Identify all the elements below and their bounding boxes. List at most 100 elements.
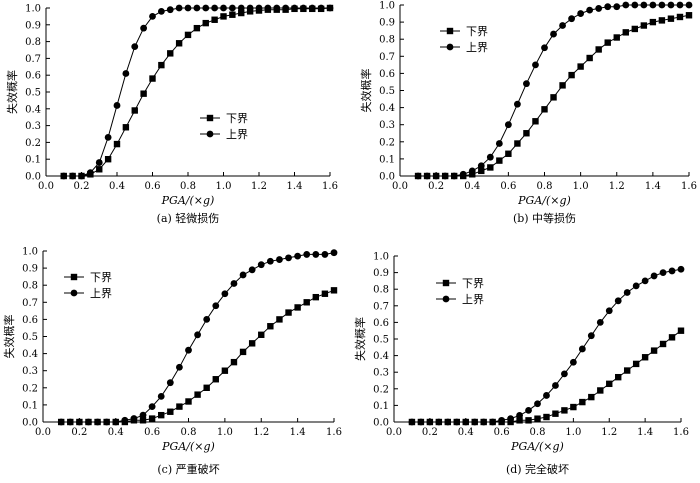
data-point-lower bbox=[148, 415, 156, 422]
y-tick-label: 0.4 bbox=[22, 349, 38, 360]
legend-marker bbox=[442, 279, 450, 287]
data-point-upper bbox=[157, 392, 165, 400]
data-point-upper bbox=[113, 102, 121, 109]
data-point-lower bbox=[194, 391, 201, 398]
y-tick-label: 0.2 bbox=[379, 137, 395, 148]
legend-label: 下界 bbox=[226, 112, 248, 125]
y-tick-label: 0.3 bbox=[373, 368, 389, 379]
chart-panel-4: 0.0 0.2 0.4 0.6 0.8 1.0 1.2 1.4 1.6 0.0 0.1 0.2 0.3 0… bbox=[353, 252, 689, 477]
x-tick-label: 0.2 bbox=[74, 181, 90, 192]
data-point-upper bbox=[220, 4, 227, 12]
data-point-lower bbox=[604, 39, 611, 46]
data-point-lower bbox=[641, 354, 649, 361]
data-point-upper bbox=[432, 172, 440, 180]
data-point-upper bbox=[66, 418, 74, 426]
x-tick-label: 0.4 bbox=[108, 427, 124, 438]
data-point-upper bbox=[75, 418, 83, 426]
x-tick-label: 0.0 bbox=[35, 427, 51, 438]
data-point-lower bbox=[577, 63, 584, 70]
legend-marker bbox=[446, 27, 454, 35]
y-tick-label: 0.9 bbox=[373, 268, 389, 279]
data-point-upper bbox=[94, 418, 101, 426]
x-tick-label: 0.6 bbox=[500, 181, 516, 192]
data-point-upper bbox=[312, 251, 320, 258]
data-point-upper bbox=[441, 172, 449, 180]
data-point-upper bbox=[239, 271, 247, 279]
data-point-upper bbox=[668, 267, 676, 275]
panel-caption: (c) 严重破坏 bbox=[157, 462, 219, 476]
data-point-lower bbox=[202, 19, 209, 27]
data-point-upper bbox=[246, 4, 254, 12]
data-point-upper bbox=[514, 100, 521, 108]
data-point-upper bbox=[632, 282, 640, 290]
data-point-upper bbox=[257, 261, 265, 269]
y-tick-label: 0.6 bbox=[379, 69, 395, 80]
data-point-upper bbox=[477, 162, 485, 170]
data-point-lower bbox=[615, 373, 622, 381]
legend-label: 上界 bbox=[462, 293, 484, 306]
y-tick-label: 0.9 bbox=[25, 20, 41, 31]
data-point-upper bbox=[185, 346, 192, 354]
data-point-lower bbox=[595, 46, 602, 53]
y-tick-label: 0.7 bbox=[373, 301, 389, 312]
x-tick-label: 0.0 bbox=[386, 427, 402, 438]
y-tick-label: 0.7 bbox=[25, 54, 41, 65]
data-point-upper bbox=[321, 251, 329, 258]
data-point-upper bbox=[631, 1, 639, 9]
y-tick-label: 0.9 bbox=[379, 18, 395, 29]
data-point-upper bbox=[212, 302, 220, 310]
data-point-lower bbox=[514, 140, 521, 147]
y-tick-label: 0.3 bbox=[22, 366, 38, 377]
data-point-upper bbox=[550, 30, 557, 38]
data-point-upper bbox=[104, 133, 112, 141]
data-point-upper bbox=[60, 172, 68, 180]
x-tick-label: 0.0 bbox=[38, 181, 54, 192]
data-point-lower bbox=[238, 9, 245, 17]
legend-label: 上界 bbox=[466, 41, 488, 54]
data-point-lower bbox=[516, 417, 523, 424]
data-point-upper bbox=[266, 257, 274, 265]
data-point-lower bbox=[559, 82, 566, 89]
data-point-lower bbox=[659, 340, 667, 348]
data-point-upper bbox=[69, 172, 77, 180]
data-point-upper bbox=[166, 379, 174, 387]
data-point-lower bbox=[303, 299, 310, 306]
x-tick-label: 1.4 bbox=[645, 181, 661, 192]
legend-marker bbox=[206, 130, 214, 138]
data-point-lower bbox=[104, 156, 112, 163]
data-point-upper bbox=[543, 392, 550, 399]
y-tick-label: 0.4 bbox=[373, 351, 389, 362]
x-tick-label: 0.8 bbox=[180, 181, 196, 192]
data-point-lower bbox=[487, 164, 494, 171]
x-tick-label: 0.6 bbox=[145, 181, 161, 192]
y-tick-label: 0.8 bbox=[22, 281, 38, 292]
y-tick-label: 0.5 bbox=[379, 86, 395, 97]
data-point-lower bbox=[285, 309, 292, 316]
legend-marker bbox=[442, 295, 450, 303]
data-point-upper bbox=[685, 1, 693, 9]
data-point-upper bbox=[489, 418, 497, 426]
data-point-lower bbox=[668, 334, 676, 341]
data-point-upper bbox=[176, 363, 183, 371]
x-tick-label: 0.6 bbox=[144, 427, 160, 438]
data-point-upper bbox=[285, 254, 292, 262]
y-tick-label: 0.7 bbox=[22, 298, 38, 309]
data-point-upper bbox=[237, 4, 245, 12]
x-tick-label: 0.4 bbox=[109, 181, 125, 192]
data-point-upper bbox=[623, 289, 631, 296]
data-point-lower bbox=[632, 360, 640, 368]
data-point-upper bbox=[541, 44, 548, 52]
x-tick-label: 0.6 bbox=[494, 427, 510, 438]
y-tick-label: 0.4 bbox=[25, 104, 41, 115]
data-point-lower bbox=[220, 13, 227, 20]
data-point-upper bbox=[211, 4, 219, 12]
x-tick-label: 0.8 bbox=[181, 427, 197, 438]
data-point-lower bbox=[258, 331, 265, 338]
legend-label: 下界 bbox=[90, 271, 112, 284]
data-point-upper bbox=[640, 1, 648, 9]
data-point-lower bbox=[579, 398, 586, 406]
data-point-upper bbox=[417, 418, 425, 426]
data-point-upper bbox=[459, 170, 467, 178]
data-point-upper bbox=[596, 319, 604, 326]
